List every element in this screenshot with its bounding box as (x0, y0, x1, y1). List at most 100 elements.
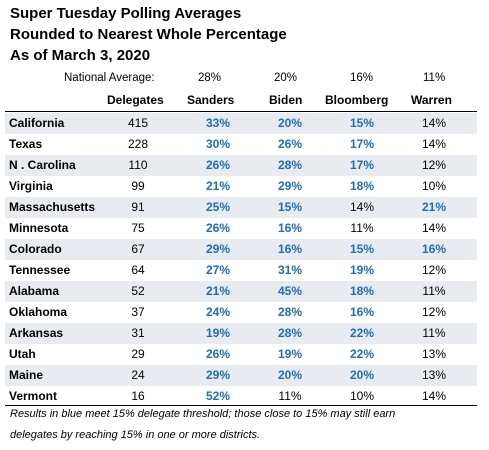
delegates-cell: 228 (127, 137, 149, 151)
table-row: Arkansas 31 19% 28% 22% 11% (5, 323, 477, 344)
warren-cell: 14% (421, 389, 447, 403)
delegates-cell: 24 (131, 368, 145, 382)
column-header-bloomberg: Bloomberg (325, 93, 389, 107)
table-row: Maine 24 29% 20% 20% 13% (5, 365, 477, 386)
bloomberg-cell: 10% (349, 389, 375, 403)
state-name: Colorado (9, 242, 62, 256)
biden-cell: 19% (277, 347, 303, 361)
bloomberg-cell: 15% (349, 116, 375, 130)
bloomberg-cell: 17% (349, 158, 375, 172)
bloomberg-cell: 19% (349, 263, 375, 277)
table-row: N . Carolina 110 26% 28% 17% 12% (5, 155, 477, 176)
biden-cell: 28% (277, 326, 303, 340)
bloomberg-cell: 17% (349, 137, 375, 151)
bloomberg-cell: 14% (349, 200, 375, 214)
delegates-cell: 16 (131, 389, 145, 403)
warren-cell: 11% (422, 284, 446, 298)
sanders-cell: 21% (205, 284, 231, 298)
bloomberg-cell: 18% (349, 179, 375, 193)
warren-cell: 12% (421, 158, 447, 172)
state-name: California (9, 116, 65, 130)
bloomberg-cell: 22% (349, 326, 375, 340)
sanders-cell: 24% (205, 305, 231, 319)
bloomberg-cell: 11% (350, 221, 374, 235)
state-name: Texas (9, 137, 43, 151)
warren-cell: 10% (421, 179, 447, 193)
national-average-sanders: 28% (198, 72, 222, 84)
table-row: Virginia 99 21% 29% 18% 10% (5, 176, 477, 197)
table-row: Minnesota 75 26% 16% 11% 14% (5, 218, 477, 239)
national-average-label: National Average: (64, 72, 155, 84)
biden-cell: 45% (277, 284, 303, 298)
sanders-cell: 52% (205, 389, 231, 403)
warren-cell: 13% (421, 347, 447, 361)
biden-cell: 16% (277, 221, 303, 235)
sanders-cell: 26% (205, 347, 231, 361)
delegates-cell: 415 (127, 116, 149, 130)
warren-cell: 12% (421, 305, 447, 319)
state-name: Tennessee (9, 263, 71, 277)
sanders-cell: 27% (205, 263, 231, 277)
state-name: Arkansas (9, 326, 64, 340)
sanders-cell: 26% (205, 221, 231, 235)
biden-cell: 29% (277, 179, 303, 193)
biden-cell: 20% (277, 116, 303, 130)
delegates-cell: 37 (131, 305, 145, 319)
delegates-cell: 110 (128, 158, 148, 172)
warren-cell: 16% (421, 242, 447, 256)
state-name: Virginia (9, 179, 53, 193)
column-header-biden: Biden (269, 93, 303, 107)
sanders-cell: 26% (205, 158, 231, 172)
bloomberg-cell: 20% (349, 368, 375, 382)
state-name: N . Carolina (9, 158, 76, 172)
delegates-cell: 29 (131, 347, 145, 361)
warren-cell: 14% (421, 221, 447, 235)
footnote-line-2: delegates by reaching 15% in one or more… (10, 429, 261, 441)
sanders-cell: 19% (205, 326, 231, 340)
state-name: Maine (9, 368, 44, 382)
biden-cell: 11% (278, 389, 302, 403)
delegates-cell: 52 (131, 284, 145, 298)
title-line-1: Super Tuesday Polling Averages (10, 5, 242, 22)
sanders-cell: 21% (205, 179, 231, 193)
bloomberg-cell: 15% (349, 242, 375, 256)
biden-cell: 15% (277, 200, 303, 214)
warren-cell: 13% (421, 368, 447, 382)
delegates-cell: 91 (131, 200, 145, 214)
table-row: Vermont 16 52% 11% 10% 14% (5, 386, 477, 407)
column-header-delegates: Delegates (107, 93, 164, 107)
table-row: Oklahoma 37 24% 28% 16% 12% (5, 302, 477, 323)
state-name: Massachusetts (9, 200, 96, 214)
biden-cell: 31% (277, 263, 303, 277)
chart-title: Super Tuesday Polling Averages Rounded t… (10, 3, 287, 66)
sanders-cell: 33% (205, 116, 231, 130)
biden-cell: 26% (277, 137, 303, 151)
state-name: Oklahoma (9, 305, 68, 319)
state-name: Alabama (9, 284, 60, 298)
national-average-bloomberg: 16% (350, 72, 374, 84)
footer-divider (5, 405, 477, 406)
delegates-cell: 64 (131, 263, 145, 277)
table-row: Texas 228 30% 26% 17% 14% (5, 134, 477, 155)
sanders-cell: 30% (205, 137, 231, 151)
title-line-2: Rounded to Nearest Whole Percentage (10, 26, 287, 43)
biden-cell: 16% (277, 242, 303, 256)
table-row: Utah 29 26% 19% 22% 13% (5, 344, 477, 365)
warren-cell: 21% (421, 200, 447, 214)
national-average-warren: 11% (423, 72, 446, 84)
footnote-line-1: Results in blue meet 15% delegate thresh… (10, 408, 396, 420)
national-average-biden: 20% (274, 72, 298, 84)
state-name: Minnesota (9, 221, 69, 235)
biden-cell: 28% (277, 158, 303, 172)
biden-cell: 20% (277, 368, 303, 382)
delegates-cell: 75 (131, 221, 145, 235)
bloomberg-cell: 22% (349, 347, 375, 361)
header-divider (5, 111, 477, 112)
table-row: Colorado 67 29% 16% 15% 16% (5, 239, 477, 260)
sanders-cell: 25% (205, 200, 231, 214)
footnote: Results in blue meet 15% delegate thresh… (10, 404, 480, 446)
biden-cell: 28% (277, 305, 303, 319)
table-row: Tennessee 64 27% 31% 19% 12% (5, 260, 477, 281)
bloomberg-cell: 18% (349, 284, 375, 298)
table-row: California 415 33% 20% 15% 14% (5, 113, 477, 134)
